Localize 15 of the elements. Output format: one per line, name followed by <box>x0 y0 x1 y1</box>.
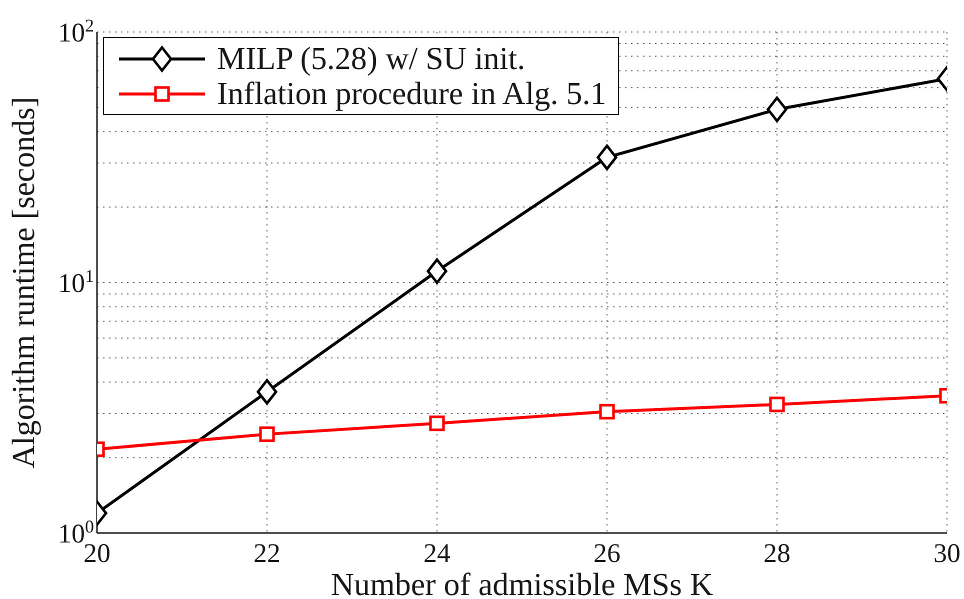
y-axis-title: Algorithm runtime [seconds] <box>5 96 41 468</box>
point <box>429 416 445 432</box>
point <box>596 144 618 170</box>
x-axis-title: Number of admissible MSs K <box>330 566 714 599</box>
x-tick-label: 26 <box>594 538 620 568</box>
y-tick-label: 10$^{1}$ <box>58 266 94 298</box>
x-tick-label: 28 <box>764 538 790 568</box>
legend-label: MILP (5.28) w/ SU init. <box>217 40 526 76</box>
point <box>599 404 615 420</box>
x-tick-label: 22 <box>254 538 280 568</box>
legend-label: Inflation procedure in Alg. 5.1 <box>217 75 606 111</box>
x-tick-label: 30 <box>934 538 960 568</box>
point <box>426 258 448 284</box>
x-tick-label: 24 <box>424 538 451 568</box>
y-tick-label: 10$^{2}$ <box>58 15 94 48</box>
